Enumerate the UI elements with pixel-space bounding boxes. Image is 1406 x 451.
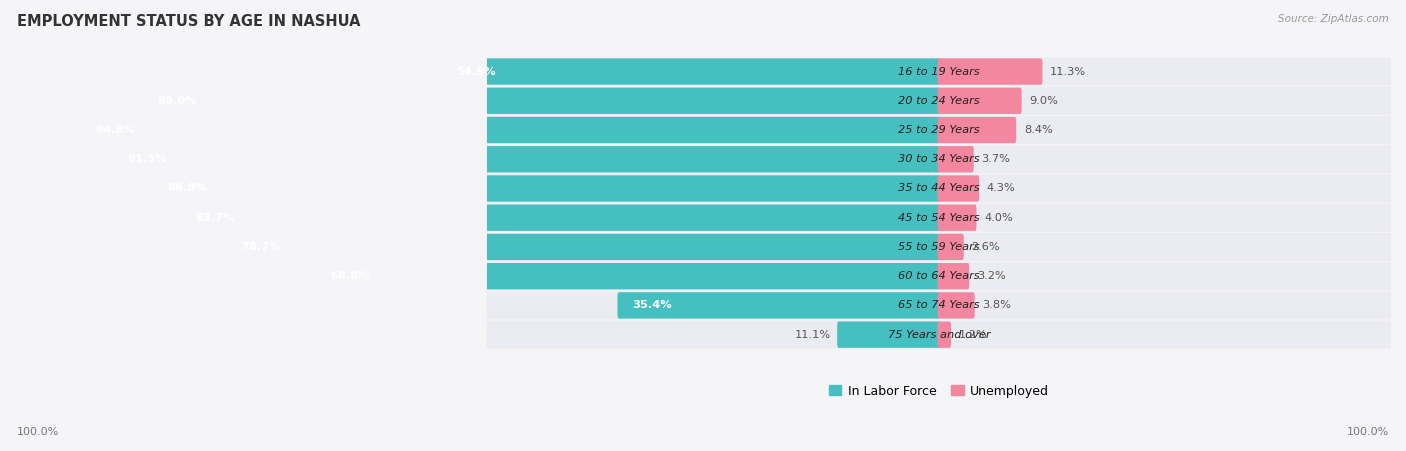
Text: 9.0%: 9.0% bbox=[1029, 96, 1059, 106]
FancyBboxPatch shape bbox=[938, 117, 1017, 143]
Text: 2.6%: 2.6% bbox=[972, 242, 1000, 252]
FancyBboxPatch shape bbox=[938, 58, 1042, 85]
Text: 83.7%: 83.7% bbox=[195, 213, 235, 223]
FancyBboxPatch shape bbox=[112, 146, 941, 172]
Text: 16 to 19 Years: 16 to 19 Years bbox=[898, 67, 980, 77]
Text: 91.3%: 91.3% bbox=[127, 154, 166, 164]
Text: 4.0%: 4.0% bbox=[984, 213, 1012, 223]
Text: 60 to 64 Years: 60 to 64 Years bbox=[898, 271, 980, 281]
FancyBboxPatch shape bbox=[938, 263, 969, 290]
Text: 3.8%: 3.8% bbox=[983, 300, 1011, 310]
Text: 35.4%: 35.4% bbox=[633, 300, 672, 310]
Text: 20 to 24 Years: 20 to 24 Years bbox=[898, 96, 980, 106]
Text: 86.8%: 86.8% bbox=[167, 184, 208, 193]
FancyBboxPatch shape bbox=[153, 175, 941, 202]
FancyBboxPatch shape bbox=[486, 204, 1391, 232]
Text: 11.3%: 11.3% bbox=[1050, 67, 1087, 77]
Text: 25 to 29 Years: 25 to 29 Years bbox=[898, 125, 980, 135]
FancyBboxPatch shape bbox=[486, 321, 1391, 349]
FancyBboxPatch shape bbox=[617, 292, 941, 318]
Text: 65 to 74 Years: 65 to 74 Years bbox=[898, 300, 980, 310]
FancyBboxPatch shape bbox=[486, 145, 1391, 173]
Text: 3.2%: 3.2% bbox=[977, 271, 1005, 281]
Text: 94.8%: 94.8% bbox=[96, 125, 135, 135]
Text: 45 to 54 Years: 45 to 54 Years bbox=[898, 213, 980, 223]
FancyBboxPatch shape bbox=[80, 117, 941, 143]
FancyBboxPatch shape bbox=[938, 205, 976, 231]
Text: 75 Years and over: 75 Years and over bbox=[887, 330, 990, 340]
Text: Source: ZipAtlas.com: Source: ZipAtlas.com bbox=[1278, 14, 1389, 23]
FancyBboxPatch shape bbox=[142, 87, 941, 114]
FancyBboxPatch shape bbox=[486, 116, 1391, 144]
FancyBboxPatch shape bbox=[315, 263, 941, 290]
FancyBboxPatch shape bbox=[837, 322, 941, 348]
Text: 100.0%: 100.0% bbox=[17, 428, 59, 437]
Text: 11.1%: 11.1% bbox=[796, 330, 831, 340]
FancyBboxPatch shape bbox=[226, 234, 941, 260]
FancyBboxPatch shape bbox=[938, 234, 963, 260]
Legend: In Labor Force, Unemployed: In Labor Force, Unemployed bbox=[828, 385, 1049, 397]
Text: 4.3%: 4.3% bbox=[987, 184, 1015, 193]
FancyBboxPatch shape bbox=[486, 291, 1391, 319]
Text: 68.8%: 68.8% bbox=[330, 271, 370, 281]
Text: 55 to 59 Years: 55 to 59 Years bbox=[898, 242, 980, 252]
Text: 3.7%: 3.7% bbox=[981, 154, 1011, 164]
FancyBboxPatch shape bbox=[938, 175, 979, 202]
FancyBboxPatch shape bbox=[181, 205, 941, 231]
Text: 88.0%: 88.0% bbox=[157, 96, 197, 106]
FancyBboxPatch shape bbox=[938, 146, 974, 172]
FancyBboxPatch shape bbox=[938, 87, 1022, 114]
FancyBboxPatch shape bbox=[486, 262, 1391, 290]
FancyBboxPatch shape bbox=[938, 322, 950, 348]
Text: 30 to 34 Years: 30 to 34 Years bbox=[898, 154, 980, 164]
Text: 54.9%: 54.9% bbox=[456, 67, 496, 77]
FancyBboxPatch shape bbox=[486, 58, 1391, 86]
Text: 1.2%: 1.2% bbox=[959, 330, 987, 340]
Text: EMPLOYMENT STATUS BY AGE IN NASHUA: EMPLOYMENT STATUS BY AGE IN NASHUA bbox=[17, 14, 360, 28]
FancyBboxPatch shape bbox=[486, 87, 1391, 115]
Text: 100.0%: 100.0% bbox=[1347, 428, 1389, 437]
FancyBboxPatch shape bbox=[486, 175, 1391, 202]
FancyBboxPatch shape bbox=[938, 292, 974, 318]
FancyBboxPatch shape bbox=[486, 233, 1391, 261]
FancyBboxPatch shape bbox=[441, 58, 941, 85]
Text: 8.4%: 8.4% bbox=[1024, 125, 1053, 135]
Text: 78.7%: 78.7% bbox=[240, 242, 280, 252]
Text: 35 to 44 Years: 35 to 44 Years bbox=[898, 184, 980, 193]
